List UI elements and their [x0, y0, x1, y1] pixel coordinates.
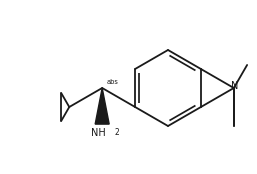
Polygon shape — [95, 88, 109, 124]
Text: abs: abs — [106, 79, 118, 85]
Text: N: N — [231, 81, 238, 91]
Text: NH: NH — [91, 128, 106, 138]
Text: 2: 2 — [114, 128, 119, 137]
